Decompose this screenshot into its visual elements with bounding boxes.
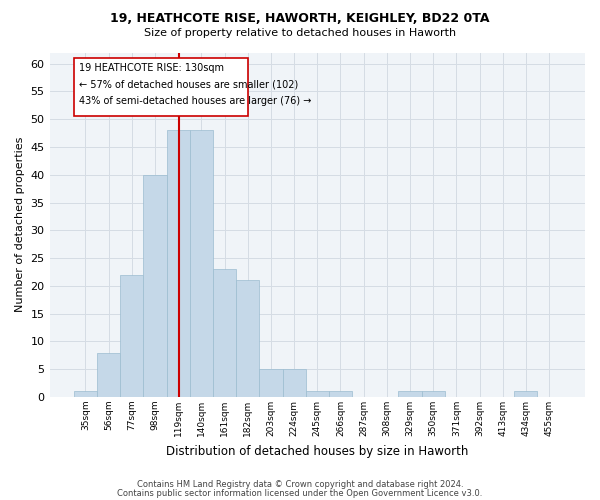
Text: 19, HEATHCOTE RISE, HAWORTH, KEIGHLEY, BD22 0TA: 19, HEATHCOTE RISE, HAWORTH, KEIGHLEY, B… (110, 12, 490, 26)
X-axis label: Distribution of detached houses by size in Haworth: Distribution of detached houses by size … (166, 444, 469, 458)
Text: ← 57% of detached houses are smaller (102): ← 57% of detached houses are smaller (10… (79, 79, 298, 89)
Bar (74, 392, 97, 397)
Bar (167, 130, 190, 397)
Bar (120, 275, 143, 397)
Y-axis label: Number of detached properties: Number of detached properties (15, 137, 25, 312)
Bar (143, 174, 167, 397)
Bar (398, 392, 422, 397)
Bar (97, 352, 120, 397)
Bar (259, 369, 283, 397)
Text: Contains HM Land Registry data © Crown copyright and database right 2024.: Contains HM Land Registry data © Crown c… (137, 480, 463, 489)
Text: 43% of semi-detached houses are larger (76) →: 43% of semi-detached houses are larger (… (79, 96, 311, 106)
Bar (283, 369, 305, 397)
Bar (514, 392, 538, 397)
FancyBboxPatch shape (74, 58, 248, 116)
Bar (236, 280, 259, 397)
Bar (329, 392, 352, 397)
Text: 19 HEATHCOTE RISE: 130sqm: 19 HEATHCOTE RISE: 130sqm (79, 62, 224, 72)
Bar (305, 392, 329, 397)
Text: Size of property relative to detached houses in Haworth: Size of property relative to detached ho… (144, 28, 456, 38)
Bar (422, 392, 445, 397)
Text: Contains public sector information licensed under the Open Government Licence v3: Contains public sector information licen… (118, 488, 482, 498)
Bar (213, 269, 236, 397)
Bar (190, 130, 213, 397)
